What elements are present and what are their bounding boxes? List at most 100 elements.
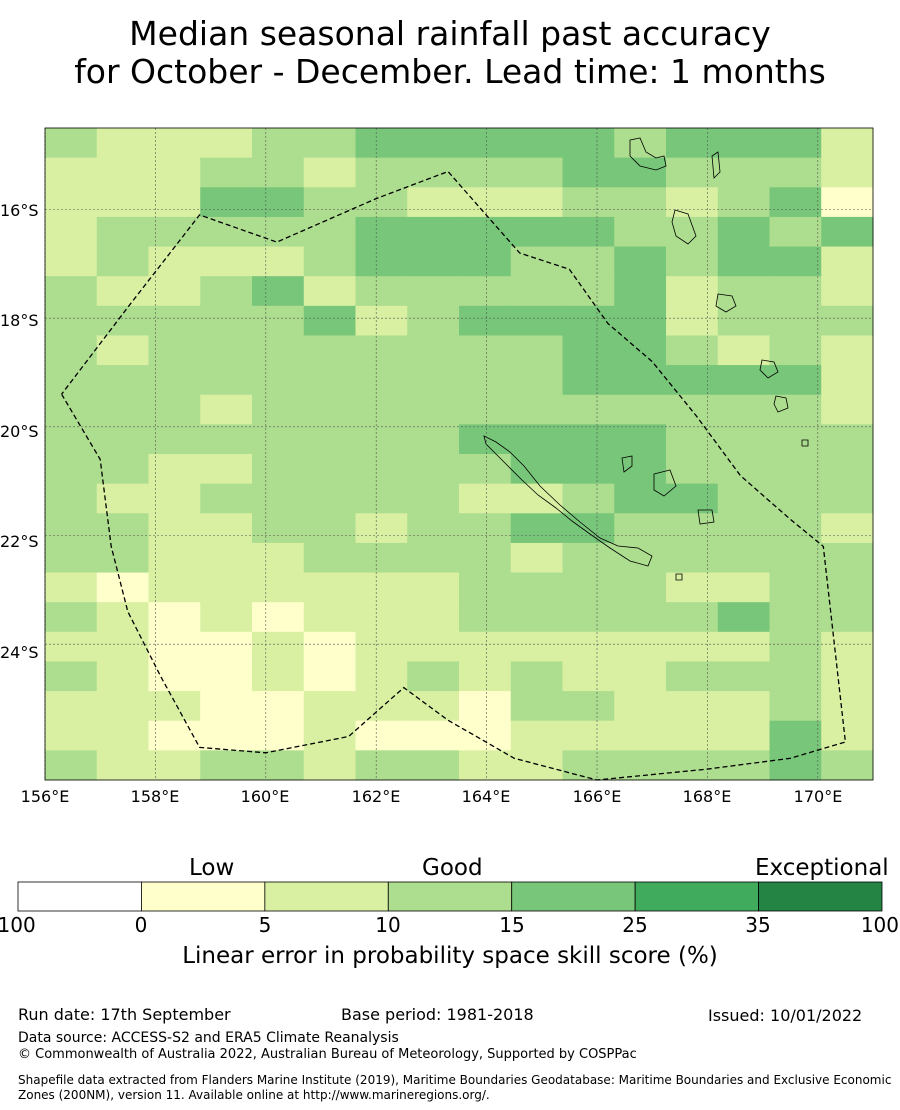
skill-cell (200, 454, 253, 485)
skill-cell (821, 691, 874, 722)
skill-cell (769, 572, 822, 603)
skill-cell (303, 157, 356, 188)
skill-cell (510, 661, 563, 692)
skill-cell (769, 661, 822, 692)
skill-cell (252, 602, 305, 633)
skill-cell (96, 394, 149, 425)
skill-cell (562, 157, 615, 188)
skill-cell (562, 631, 615, 662)
colorbar-tick-25: 25 (622, 913, 648, 937)
skill-cell (96, 187, 149, 218)
colorbar-tick-15: 15 (499, 913, 525, 937)
skill-cell (717, 542, 770, 574)
skill-cell (45, 157, 98, 188)
skill-cell (45, 454, 98, 485)
skill-cell (666, 216, 719, 248)
skill-cell (148, 305, 201, 336)
skill-cell (407, 454, 460, 485)
map-frame (44, 127, 874, 781)
skill-cell (148, 424, 201, 455)
skill-cell (200, 246, 253, 277)
skill-cell (303, 750, 356, 781)
skill-cell (200, 720, 253, 751)
skill-cell (821, 335, 874, 366)
colorbar-tick-5: 5 (258, 913, 272, 937)
skill-cell (252, 365, 305, 396)
skill-cell (303, 424, 356, 455)
skill-cell (252, 216, 305, 248)
skill-cell (148, 691, 201, 722)
skill-cell (769, 483, 822, 514)
skill-cell (510, 216, 563, 248)
skill-cell (96, 157, 149, 188)
skill-cell (355, 691, 408, 722)
skill-cell (666, 750, 719, 781)
skill-cell (562, 424, 615, 455)
skill-cell (459, 602, 512, 633)
lat-label-20s: 20°S (0, 422, 39, 441)
issued-date: Issued: 10/01/2022 (708, 1006, 863, 1025)
skill-cell (459, 483, 512, 514)
colorbar-tick-10: 10 (375, 913, 401, 937)
skill-cell (303, 542, 356, 574)
colorbar-swatch (511, 881, 636, 912)
skill-cell (200, 513, 253, 544)
skill-cell (355, 187, 408, 218)
skill-cell (459, 750, 512, 781)
skill-cell (96, 365, 149, 396)
skill-cell (407, 365, 460, 396)
landmasses (483, 137, 809, 581)
colorbar-category-exceptional: Exceptional (755, 855, 889, 881)
skill-cell (252, 276, 305, 307)
skill-cell (614, 246, 667, 277)
vanuatu-aneityum-island (773, 395, 789, 413)
vanuatu-maewo-island (711, 151, 721, 179)
skill-cell (303, 394, 356, 425)
skill-cell (303, 661, 356, 692)
skill-cell (45, 572, 98, 603)
skill-cell (769, 691, 822, 722)
skill-cell (45, 216, 98, 248)
colorbar-swatch (264, 881, 389, 912)
skill-cell (148, 750, 201, 781)
skill-cell (96, 513, 149, 544)
skill-cell (614, 542, 667, 574)
skill-cell (407, 394, 460, 425)
vanuatu-malakula-island (671, 209, 697, 245)
copyright-notice: © Commonwealth of Australia 2022, Austra… (18, 1047, 637, 1062)
skill-cell (303, 365, 356, 396)
skill-cell (614, 691, 667, 722)
skill-cell (717, 513, 770, 544)
skill-cell (717, 128, 770, 159)
skill-cell (717, 661, 770, 692)
skill-cell (510, 483, 563, 514)
skill-cell (96, 454, 149, 485)
skill-cell (562, 394, 615, 425)
skill-cell (821, 305, 874, 336)
skill-cell (769, 187, 822, 218)
skill-cell (510, 424, 563, 455)
skill-cell (45, 750, 98, 781)
skill-cell (252, 335, 305, 366)
skill-cell (459, 187, 512, 218)
skill-cell (614, 661, 667, 692)
skill-cell (252, 305, 305, 336)
skill-cell (355, 276, 408, 307)
skill-cell (252, 128, 305, 159)
skill-cell (717, 365, 770, 396)
skill-cell (717, 276, 770, 307)
skill-cell (821, 572, 874, 603)
skill-cell (717, 691, 770, 722)
colorbar-category-low: Low (189, 855, 235, 881)
skill-cell (614, 276, 667, 307)
skill-cell (614, 305, 667, 336)
skill-cell (717, 483, 770, 514)
skill-cell (562, 187, 615, 218)
skill-cell (407, 572, 460, 603)
skill-cell (666, 246, 719, 277)
skill-cell (614, 187, 667, 218)
skill-cell (821, 246, 874, 277)
skill-cell (562, 246, 615, 277)
skill-cell (407, 157, 460, 188)
